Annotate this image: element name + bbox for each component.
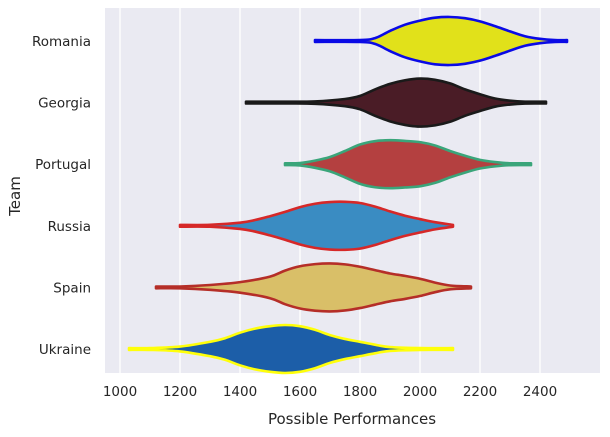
plot-background: [105, 8, 600, 373]
y-axis-label: Team: [6, 176, 24, 217]
y-tick-label: Spain: [53, 280, 91, 296]
y-tick-label: Romania: [32, 34, 91, 50]
violins: [127, 15, 569, 375]
y-tick-label: Ukraine: [39, 342, 91, 358]
x-tick-label: 2400: [523, 384, 557, 400]
violin-ukraine: [127, 323, 455, 375]
y-tick-label: Portugal: [35, 157, 91, 173]
x-tick-label: 1800: [343, 384, 377, 400]
y-tick-label: Georgia: [38, 96, 91, 112]
violin-romania: [313, 15, 569, 67]
x-tick-label: 1200: [163, 384, 197, 400]
y-tick-label: Russia: [48, 219, 91, 235]
x-tick-label: 2000: [403, 384, 437, 400]
violin-portugal: [283, 138, 533, 190]
grid-lines: [119, 8, 541, 373]
x-tick-label: 1000: [103, 384, 137, 400]
violin-spain: [154, 262, 473, 313]
x-tick-label: 1600: [283, 384, 317, 400]
x-tick-labels: 1000 1200 1400 1600 1800 2000 2200 2400: [103, 384, 557, 400]
x-tick-label: 2200: [463, 384, 497, 400]
x-tick-label: 1400: [223, 384, 257, 400]
violin-georgia: [244, 77, 548, 128]
y-tick-labels: Romania Georgia Portugal Russia Spain Ukraine: [32, 34, 91, 358]
x-axis-label: Possible Performances: [268, 410, 436, 428]
violin-russia: [178, 200, 455, 252]
